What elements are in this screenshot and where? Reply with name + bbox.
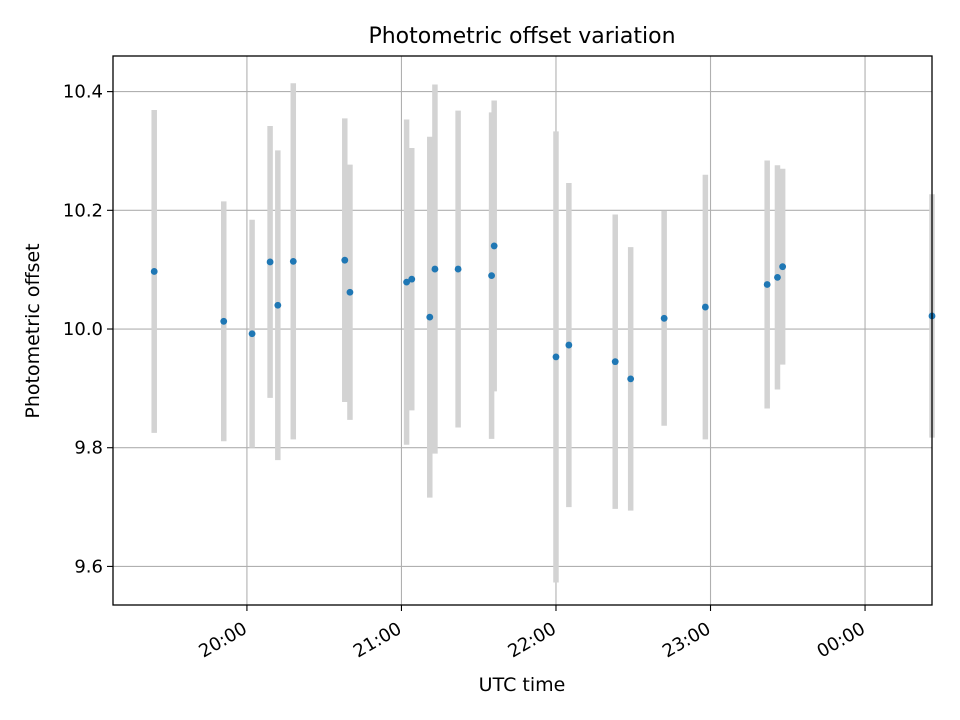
data-point xyxy=(774,273,781,281)
data-point xyxy=(611,358,619,366)
data-point xyxy=(403,278,411,286)
y-axis-label: Photometric offset xyxy=(22,243,44,418)
y-tick-label: 9.8 xyxy=(74,438,103,459)
data-point xyxy=(408,275,416,283)
data-points xyxy=(150,242,936,383)
plot-area xyxy=(113,56,932,605)
data-point xyxy=(431,265,439,273)
data-point xyxy=(779,263,787,271)
data-point xyxy=(426,313,434,321)
y-tick-label: 10.2 xyxy=(63,200,103,221)
data-point xyxy=(341,256,349,264)
data-point xyxy=(552,353,560,361)
data-point xyxy=(346,288,354,296)
data-point xyxy=(627,375,635,383)
data-point xyxy=(150,268,158,275)
y-tick-label: 9.6 xyxy=(74,556,103,577)
data-point xyxy=(763,281,771,288)
chart-title: Photometric offset variation xyxy=(368,24,675,49)
data-point xyxy=(454,265,462,273)
data-point xyxy=(248,330,256,338)
data-point xyxy=(660,314,668,322)
data-point xyxy=(488,272,495,279)
y-tick-label: 10.0 xyxy=(63,319,103,340)
x-axis-label: UTC time xyxy=(479,674,566,696)
data-point xyxy=(565,341,573,349)
data-point xyxy=(274,301,282,309)
data-point xyxy=(266,258,274,266)
data-point xyxy=(701,303,709,311)
y-axis-ticks: 9.6 9.8 10.0 10.2 10.4 xyxy=(63,82,113,577)
data-point xyxy=(220,317,228,325)
data-point xyxy=(490,242,498,250)
plot-frame xyxy=(112,55,933,606)
data-point xyxy=(289,257,297,265)
y-tick-label: 10.4 xyxy=(63,82,103,103)
